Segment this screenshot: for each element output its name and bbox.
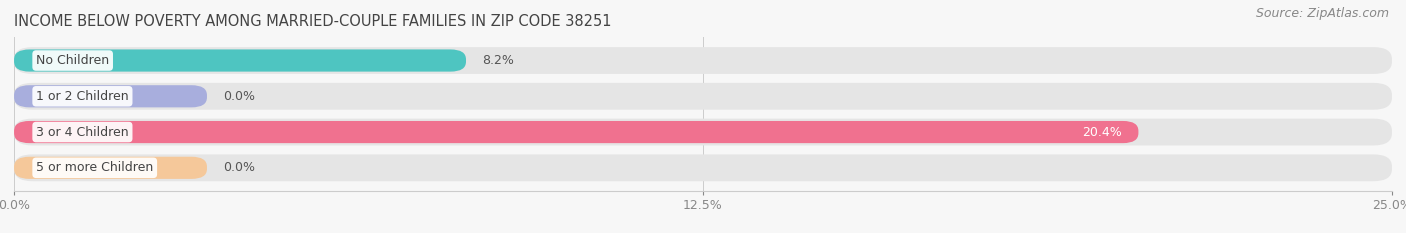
Text: 0.0%: 0.0% (224, 161, 256, 174)
FancyBboxPatch shape (14, 83, 1392, 110)
FancyBboxPatch shape (14, 157, 207, 179)
Text: 3 or 4 Children: 3 or 4 Children (37, 126, 129, 139)
FancyBboxPatch shape (14, 47, 1392, 74)
FancyBboxPatch shape (14, 119, 1392, 145)
Text: Source: ZipAtlas.com: Source: ZipAtlas.com (1256, 7, 1389, 20)
FancyBboxPatch shape (14, 49, 465, 72)
Text: INCOME BELOW POVERTY AMONG MARRIED-COUPLE FAMILIES IN ZIP CODE 38251: INCOME BELOW POVERTY AMONG MARRIED-COUPL… (14, 14, 612, 29)
FancyBboxPatch shape (14, 121, 1139, 143)
Text: 5 or more Children: 5 or more Children (37, 161, 153, 174)
Text: 0.0%: 0.0% (224, 90, 256, 103)
Text: 20.4%: 20.4% (1083, 126, 1122, 139)
Text: 1 or 2 Children: 1 or 2 Children (37, 90, 129, 103)
FancyBboxPatch shape (14, 154, 1392, 181)
FancyBboxPatch shape (14, 85, 207, 107)
Text: No Children: No Children (37, 54, 110, 67)
Text: 8.2%: 8.2% (482, 54, 515, 67)
